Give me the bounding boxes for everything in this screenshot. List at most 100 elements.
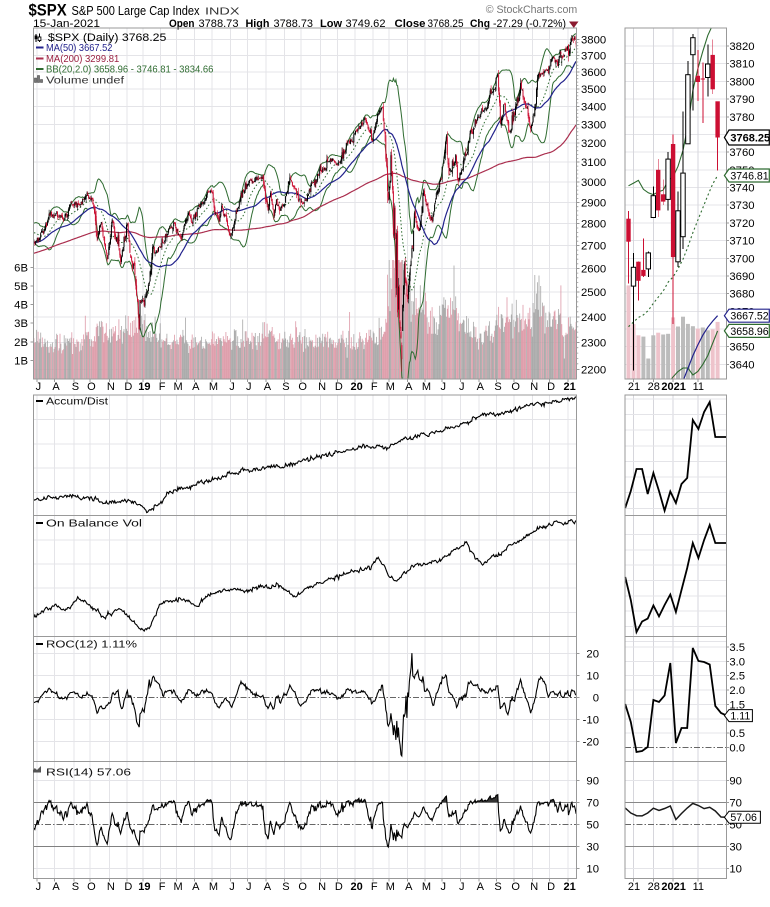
svg-text:N: N: [530, 881, 538, 893]
svg-text:S: S: [494, 381, 501, 393]
svg-text:21: 21: [628, 881, 640, 893]
svg-text:11: 11: [693, 381, 704, 393]
svg-text:3768.25: 3768.25: [730, 132, 770, 144]
svg-text:20: 20: [586, 649, 599, 661]
svg-text:3700: 3700: [729, 253, 754, 265]
svg-text:3680: 3680: [729, 289, 754, 301]
svg-text:D: D: [547, 881, 555, 893]
svg-text:J: J: [36, 881, 42, 893]
svg-text:0.0: 0.0: [729, 743, 745, 755]
svg-text:3300: 3300: [581, 120, 606, 132]
svg-text:2021: 2021: [661, 381, 685, 393]
svg-text:3200: 3200: [581, 138, 606, 150]
svg-text:30: 30: [729, 841, 742, 853]
svg-text:A: A: [52, 881, 60, 893]
svg-text:0.5: 0.5: [729, 728, 745, 740]
svg-text:N: N: [107, 881, 115, 893]
svg-text:O: O: [298, 381, 307, 393]
svg-text:2400: 2400: [581, 312, 606, 324]
svg-text:3780: 3780: [729, 112, 754, 124]
svg-text:90: 90: [729, 775, 742, 787]
svg-text:M: M: [386, 381, 395, 393]
svg-text:2021: 2021: [661, 881, 685, 893]
svg-text:3730: 3730: [729, 200, 754, 212]
svg-text:D: D: [547, 381, 555, 393]
svg-text:A: A: [192, 381, 200, 393]
svg-text:O: O: [298, 881, 307, 893]
svg-text:2.0: 2.0: [729, 685, 745, 697]
svg-text:F: F: [159, 381, 166, 393]
svg-text:N: N: [530, 381, 538, 393]
svg-text:$SPX: $SPX: [29, 2, 67, 20]
svg-text:3100: 3100: [581, 157, 606, 169]
svg-text:N: N: [318, 881, 326, 893]
svg-text:3740: 3740: [729, 183, 754, 195]
svg-text:F: F: [159, 881, 166, 893]
svg-text:A: A: [264, 381, 272, 393]
svg-text:M: M: [174, 881, 183, 893]
svg-text:-10: -10: [583, 715, 599, 727]
svg-text:Close: Close: [395, 18, 426, 30]
svg-text:3746.81: 3746.81: [730, 170, 768, 182]
svg-text:2300: 2300: [581, 338, 606, 350]
svg-text:ROC(12) 1.11%: ROC(12) 1.11%: [46, 640, 137, 651]
svg-text:A: A: [52, 381, 60, 393]
svg-text:3690: 3690: [729, 271, 754, 283]
svg-text:21: 21: [628, 381, 640, 393]
svg-text:Open: Open: [169, 18, 195, 30]
svg-text:3820: 3820: [729, 41, 754, 53]
svg-text:30: 30: [586, 841, 599, 853]
svg-text:O: O: [87, 881, 96, 893]
svg-text:J: J: [36, 381, 42, 393]
svg-text:50: 50: [586, 819, 599, 831]
svg-text:Accum/Dist: Accum/Dist: [46, 397, 108, 408]
svg-text:19: 19: [138, 881, 150, 893]
svg-text:3B: 3B: [14, 318, 28, 330]
svg-text:2900: 2900: [581, 198, 606, 210]
svg-text:S: S: [282, 381, 289, 393]
svg-text:10: 10: [586, 671, 599, 683]
svg-text:M: M: [386, 881, 395, 893]
svg-text:M: M: [422, 381, 431, 393]
svg-text:28: 28: [648, 381, 660, 393]
svg-text:Volume undef: Volume undef: [46, 75, 124, 86]
svg-text:21: 21: [563, 381, 575, 393]
svg-text:4B: 4B: [14, 300, 28, 312]
svg-text:S: S: [72, 381, 79, 393]
svg-text:A: A: [192, 881, 200, 893]
svg-text:6B: 6B: [14, 262, 28, 274]
svg-text:1.5: 1.5: [729, 699, 745, 711]
svg-text:3400: 3400: [581, 102, 606, 114]
svg-text:3658.96: 3658.96: [730, 326, 768, 338]
svg-text:2500: 2500: [581, 287, 606, 299]
svg-text:MA(200) 3299.81: MA(200) 3299.81: [46, 54, 120, 65]
svg-text:M: M: [422, 881, 431, 893]
svg-text:INDX: INDX: [205, 6, 240, 18]
svg-text:J: J: [229, 881, 235, 893]
svg-text:J: J: [441, 381, 447, 393]
svg-text:A: A: [264, 881, 272, 893]
svg-text:19: 19: [138, 381, 150, 393]
svg-text:3749.62: 3749.62: [346, 18, 386, 30]
svg-text:3800: 3800: [729, 76, 754, 88]
svg-text:S: S: [72, 881, 79, 893]
svg-text:3600: 3600: [581, 67, 606, 79]
svg-text:J: J: [441, 881, 447, 893]
svg-text:11: 11: [693, 881, 704, 893]
svg-text:S: S: [494, 881, 501, 893]
svg-text:Chg: Chg: [470, 18, 490, 30]
svg-text:J: J: [229, 381, 235, 393]
svg-text:2600: 2600: [581, 263, 606, 275]
svg-text:2700: 2700: [581, 241, 606, 253]
svg-text:10: 10: [586, 863, 599, 875]
svg-text:MA(50) 3667.52: MA(50) 3667.52: [46, 43, 113, 54]
svg-text:A: A: [405, 881, 413, 893]
svg-text:On Balance Vol: On Balance Vol: [46, 519, 142, 530]
svg-text:3720: 3720: [729, 218, 754, 230]
svg-text:3760: 3760: [729, 147, 754, 159]
svg-text:J: J: [246, 381, 252, 393]
svg-text:O: O: [511, 381, 520, 393]
svg-text:© StockCharts.com: © StockCharts.com: [486, 4, 578, 16]
svg-text:S: S: [282, 881, 289, 893]
svg-text:Low: Low: [320, 18, 342, 30]
